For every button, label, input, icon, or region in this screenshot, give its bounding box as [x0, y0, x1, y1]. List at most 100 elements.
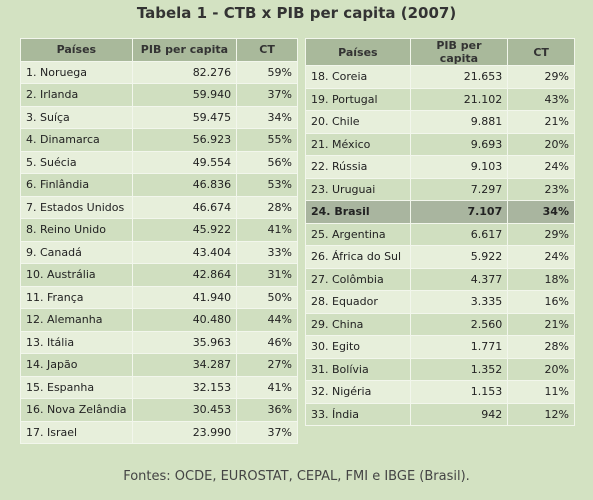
table-row: 16. Nova Zelândia 30.453 36% — [20, 398, 298, 422]
ct-cell: 21% — [507, 110, 575, 134]
gdp-cell: 1.352 — [409, 357, 509, 381]
table-row: 33. Índia 942 12% — [305, 402, 575, 426]
gdp-cell: 9.103 — [409, 155, 509, 179]
gdp-cell: 41.940 — [131, 285, 238, 309]
gdp-cell: 82.276 — [131, 60, 238, 84]
ct-cell: 53% — [236, 173, 298, 197]
ct-cell: 41% — [236, 375, 298, 399]
gdp-cell: 4.377 — [409, 267, 509, 291]
ct-cell: 24% — [507, 155, 575, 179]
table-row: 6. Finlândia 46.836 53% — [20, 173, 298, 197]
ct-cell: 21% — [507, 312, 575, 336]
gdp-table: Países PIB per capita CT 18. Coreia 21.653 29… — [305, 38, 575, 426]
gdp-cell: 59.940 — [131, 83, 238, 107]
title: Tabela 1 - CTB x PIB per capita (2007) — [136, 4, 457, 22]
gdp-cell: 942 — [409, 402, 509, 426]
country-cell: 23. Uruguai — [305, 177, 411, 201]
country-cell: 7. Estados Unidos — [20, 195, 133, 219]
ct-cell: 43% — [507, 87, 575, 111]
ct-cell: 18% — [507, 267, 575, 291]
table-row: 3. Suíça 59.475 34% — [20, 105, 298, 129]
table-row: 23. Uruguai 7.297 23% — [305, 177, 575, 201]
table-row: 12. Alemanha 40.480 44% — [20, 308, 298, 332]
column-header: Países — [20, 38, 133, 62]
header-row: Países PIB per capita CT — [305, 38, 575, 66]
country-cell: 2. Irlanda — [20, 83, 133, 107]
header-row: Países PIB per capita CT — [20, 38, 298, 62]
gdp-cell: 43.404 — [131, 240, 238, 264]
ct-cell: 24% — [507, 245, 575, 269]
gdp-cell: 3.335 — [409, 290, 509, 314]
table-row: 18. Coreia 21.653 29% — [305, 65, 575, 89]
table-row: 26. África do Sul 5.922 24% — [305, 245, 575, 269]
gdp-cell: 34.287 — [131, 353, 238, 377]
ct-cell: 34% — [236, 105, 298, 129]
table-row: 1. Noruega 82.276 59% — [20, 60, 298, 84]
table-row: 28. Equador 3.335 16% — [305, 290, 575, 314]
ct-cell: 46% — [236, 330, 298, 354]
country-cell: 26. África do Sul — [305, 245, 411, 269]
country-cell: 17. Israel — [20, 420, 133, 444]
gdp-cell: 49.554 — [131, 150, 238, 174]
country-cell: 15. Espanha — [20, 375, 133, 399]
gdp-cell: 2.560 — [409, 312, 509, 336]
ct-cell: 28% — [236, 195, 298, 219]
column-header: CT — [236, 38, 298, 62]
country-cell: 31. Bolívia — [305, 357, 411, 381]
ct-cell: 37% — [236, 83, 298, 107]
table-row: 13. Itália 35.963 46% — [20, 330, 298, 354]
gdp-cell: 35.963 — [131, 330, 238, 354]
country-cell: 28. Equador — [305, 290, 411, 314]
table-row: 27. Colômbia 4.377 18% — [305, 267, 575, 291]
ct-cell: 44% — [236, 308, 298, 332]
ct-cell: 20% — [507, 357, 575, 381]
table-row: 11. França 41.940 50% — [20, 285, 298, 309]
ct-cell: 55% — [236, 128, 298, 152]
gdp-cell: 46.836 — [131, 173, 238, 197]
ct-cell: 23% — [507, 177, 575, 201]
country-cell: 10. Austrália — [20, 263, 133, 287]
country-cell: 4. Dinamarca — [20, 128, 133, 152]
source-note: Fontes: OCDE, EUROSTAT, CEPAL, FMI e IBG… — [123, 469, 470, 484]
ct-cell: 29% — [507, 222, 575, 246]
ct-cell: 34% — [507, 200, 575, 224]
country-cell: 6. Finlândia — [20, 173, 133, 197]
table-row: 25. Argentina 6.617 29% — [305, 222, 575, 246]
country-cell: 20. Chile — [305, 110, 411, 134]
country-cell: 12. Alemanha — [20, 308, 133, 332]
table-row: 32. Nigéria 1.153 11% — [305, 380, 575, 404]
country-cell: 5. Suécia — [20, 150, 133, 174]
country-cell: 24. Brasil — [305, 200, 411, 224]
ct-cell: 59% — [236, 60, 298, 84]
country-cell: 30. Egito — [305, 335, 411, 359]
gdp-cell: 32.153 — [131, 375, 238, 399]
table-row: 20. Chile 9.881 21% — [305, 110, 575, 134]
ct-cell: 36% — [236, 398, 298, 422]
ct-cell: 16% — [507, 290, 575, 314]
gdp-cell: 45.922 — [131, 218, 238, 242]
table-row: 14. Japão 34.287 27% — [20, 353, 298, 377]
gdp-cell: 5.922 — [409, 245, 509, 269]
gdp-cell: 46.674 — [131, 195, 238, 219]
gdp-cell: 23.990 — [131, 420, 238, 444]
table-row: 7. Estados Unidos 46.674 28% — [20, 195, 298, 219]
country-cell: 8. Reino Unido — [20, 218, 133, 242]
gdp-cell: 1.153 — [409, 380, 509, 404]
gdp-cell: 40.480 — [131, 308, 238, 332]
country-cell: 19. Portugal — [305, 87, 411, 111]
country-cell: 9. Canadá — [20, 240, 133, 264]
ct-cell: 41% — [236, 218, 298, 242]
table-row: 21. México 9.693 20% — [305, 132, 575, 156]
gdp-cell: 56.923 — [131, 128, 238, 152]
table-row: 4. Dinamarca 56.923 55% — [20, 128, 298, 152]
country-cell: 3. Suíça — [20, 105, 133, 129]
table-row: 19. Portugal 21.102 43% — [305, 87, 575, 111]
gdp-cell: 59.475 — [131, 105, 238, 129]
ct-cell: 56% — [236, 150, 298, 174]
country-cell: 14. Japão — [20, 353, 133, 377]
gdp-cell: 9.881 — [409, 110, 509, 134]
country-cell: 1. Noruega — [20, 60, 133, 84]
gdp-cell: 7.297 — [409, 177, 509, 201]
gdp-cell: 21.653 — [409, 65, 509, 89]
table-row: 10. Austrália 42.864 31% — [20, 263, 298, 287]
